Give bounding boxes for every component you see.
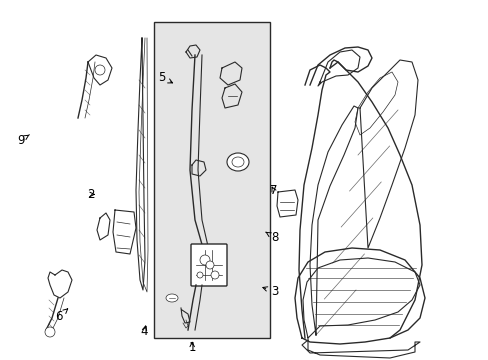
Text: 2: 2 <box>86 188 94 201</box>
Text: 7: 7 <box>269 184 277 197</box>
Circle shape <box>197 272 203 278</box>
Circle shape <box>210 271 219 279</box>
Circle shape <box>200 255 209 265</box>
Text: 4: 4 <box>140 325 148 338</box>
Ellipse shape <box>231 157 244 167</box>
Circle shape <box>205 261 214 269</box>
Ellipse shape <box>226 153 248 171</box>
FancyBboxPatch shape <box>191 244 226 286</box>
Text: 9: 9 <box>17 134 29 147</box>
Bar <box>154 22 269 338</box>
Circle shape <box>95 65 105 75</box>
Text: 8: 8 <box>265 231 278 244</box>
Text: 1: 1 <box>188 341 196 354</box>
Text: 6: 6 <box>55 309 67 323</box>
Text: 5: 5 <box>157 71 172 84</box>
Circle shape <box>45 327 55 337</box>
Ellipse shape <box>165 294 178 302</box>
Text: 3: 3 <box>262 285 278 298</box>
